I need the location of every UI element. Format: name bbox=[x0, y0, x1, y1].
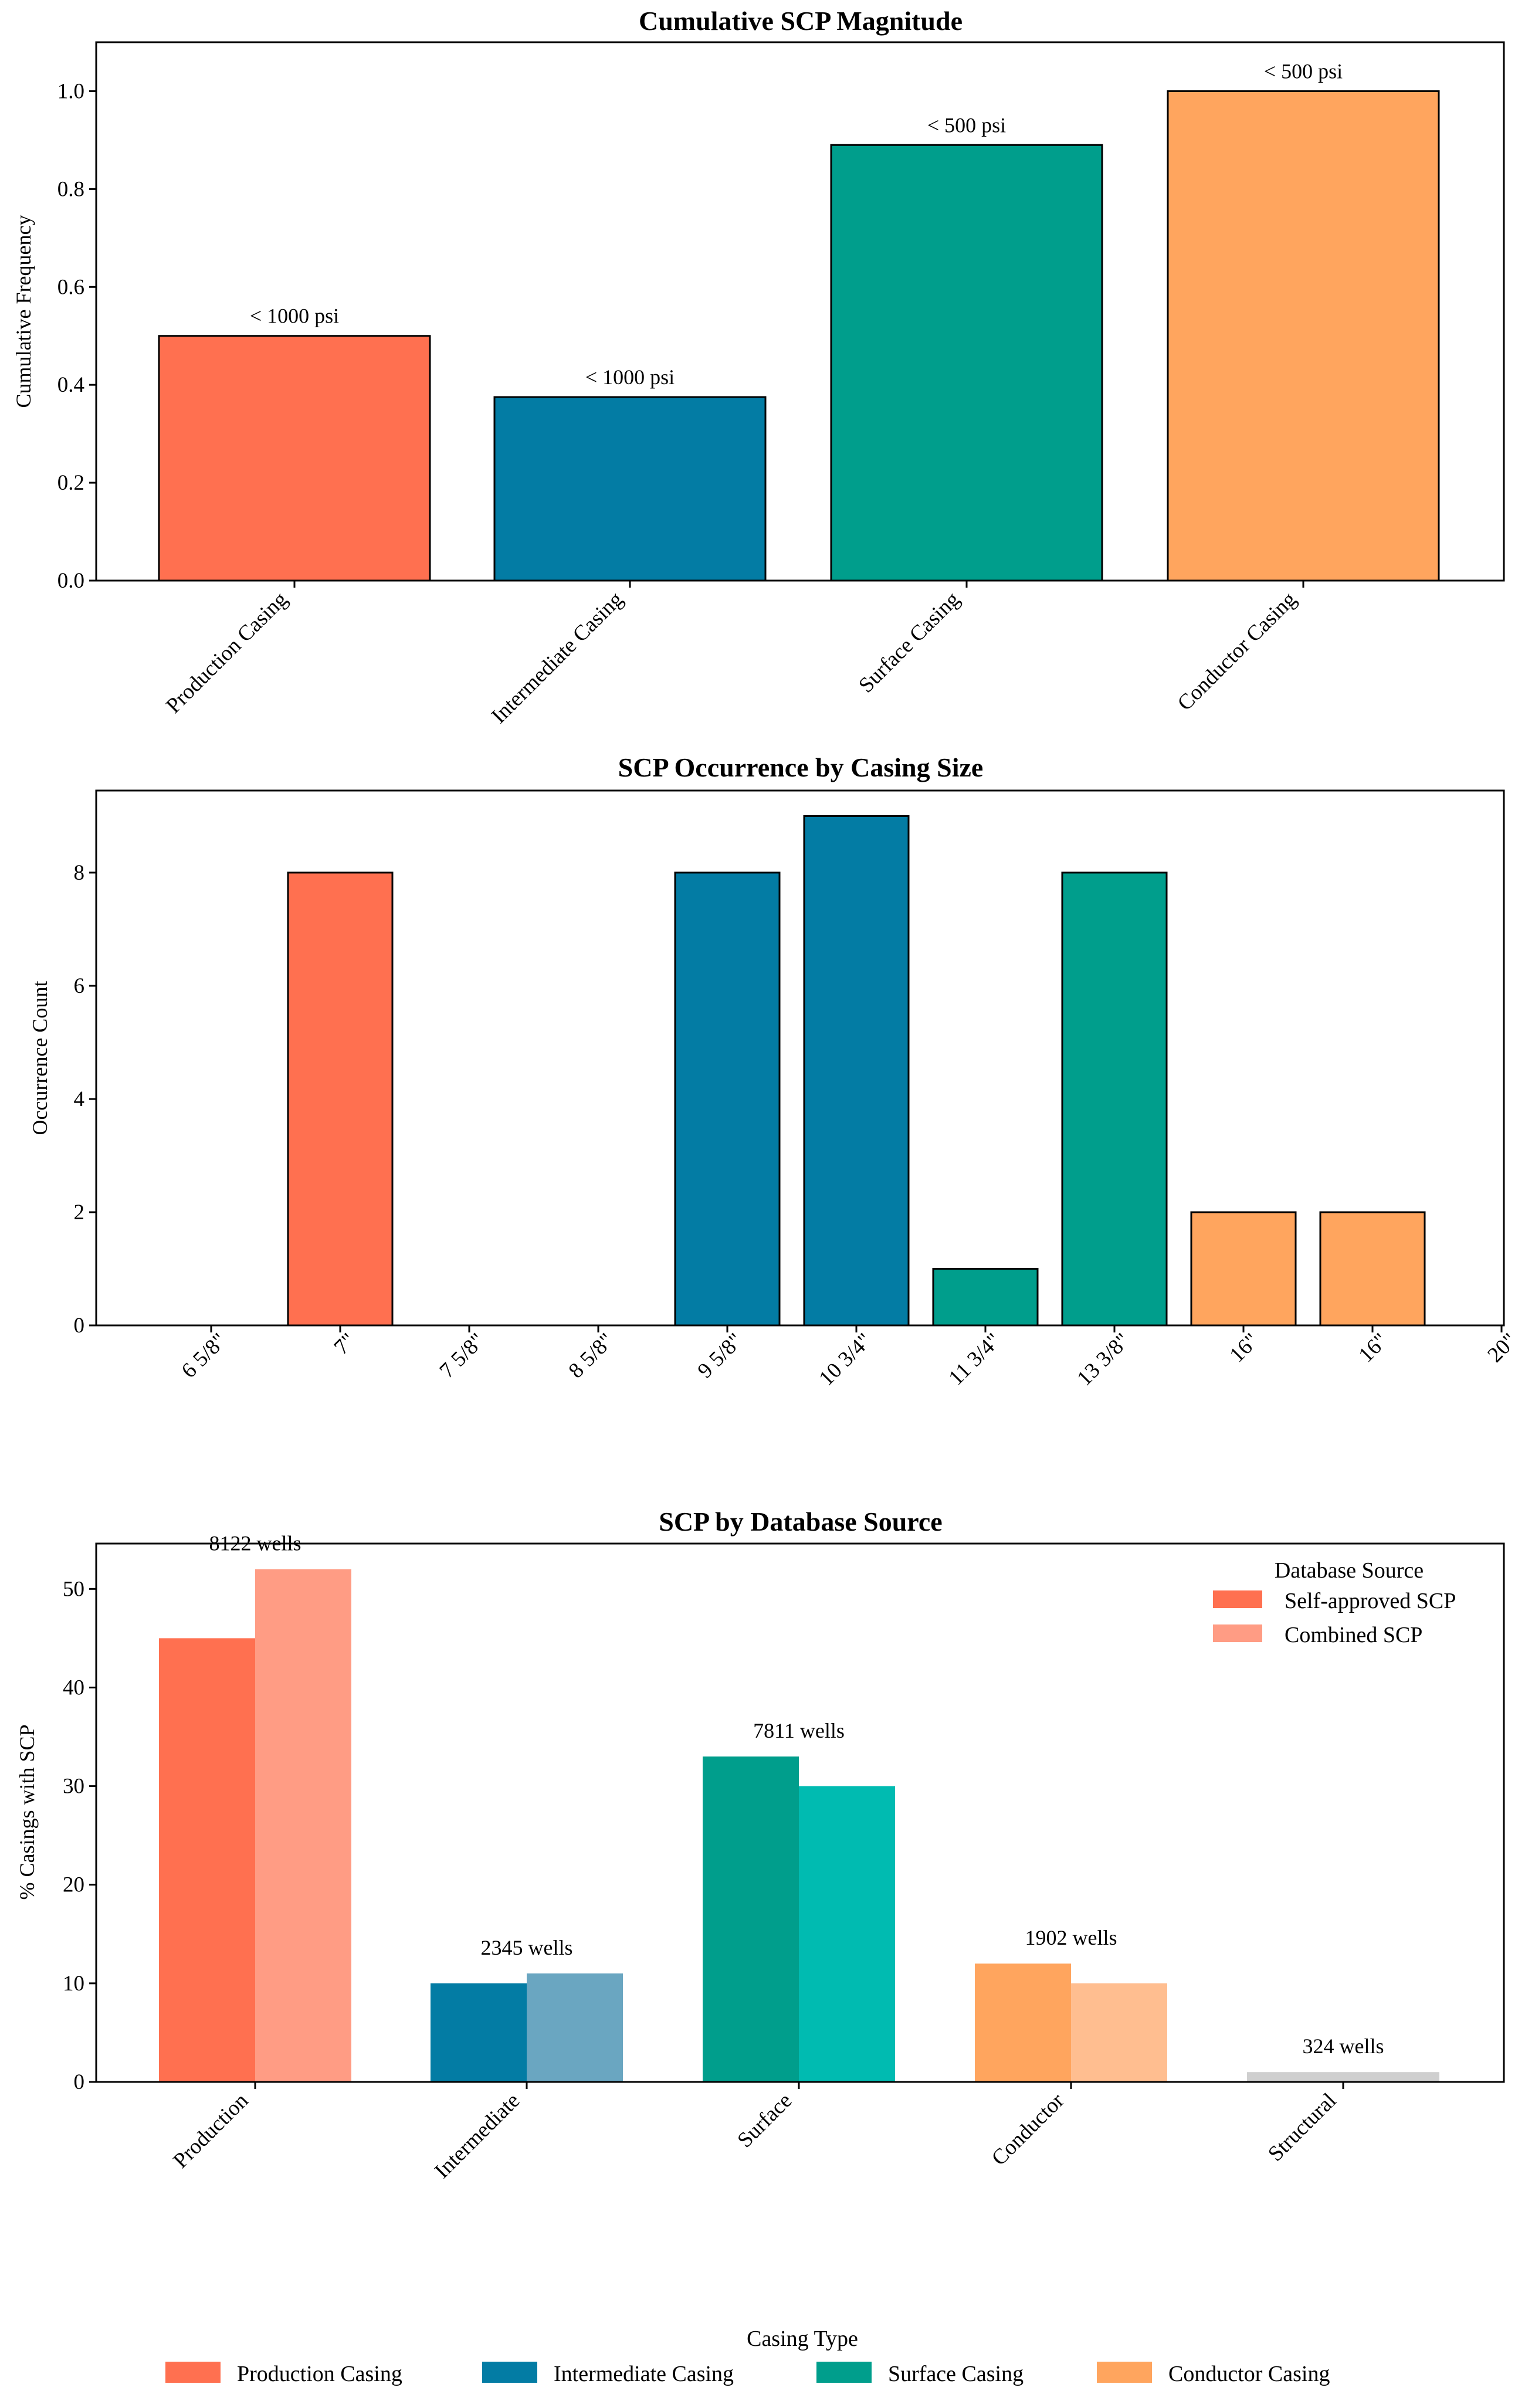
x-tick-label-size-1: 7" bbox=[330, 1328, 361, 1359]
bar-self-approved-surface bbox=[703, 1756, 799, 2082]
bar-combined-surface bbox=[799, 1786, 895, 2082]
bar-size-4 bbox=[674, 871, 781, 1327]
legend-label-self-approved: Self-approved SCP bbox=[1285, 1589, 1456, 1613]
bar-size-8 bbox=[1190, 1211, 1297, 1327]
chart-3-y-tick-label: 40 bbox=[63, 1676, 84, 1700]
x-tick-label-size-5: 10 3/4" bbox=[815, 1328, 877, 1390]
chart-1-y-tick-label: 0.8 bbox=[57, 177, 84, 201]
bar-combined-intermediate bbox=[527, 1973, 623, 2082]
well-count-conductor: 1902 wells bbox=[1025, 1926, 1117, 1949]
bar-label-surface-casing: < 500 psi bbox=[927, 113, 1006, 137]
x-tick-label-conductor-casing: Conductor Casing bbox=[1173, 587, 1302, 715]
legend-swatch-combined bbox=[1213, 1624, 1262, 1642]
bar-label-intermediate-casing: < 1000 psi bbox=[585, 365, 675, 389]
database-source-legend: Database Source Self-approved SCP Combin… bbox=[1213, 1558, 1456, 1647]
cumulative-scp-chart: Cumulative SCP Magnitude 0.0 0.2 0.4 0.6 0.8… bbox=[12, 6, 1505, 728]
legend-swatch-conductor bbox=[1097, 2362, 1152, 2383]
chart-1-y-tick-label: 0.6 bbox=[57, 275, 84, 299]
chart-3-y-tick-label: 10 bbox=[63, 1972, 84, 1996]
bar-self-approved-production bbox=[159, 1638, 255, 2082]
chart-2-y-tick-label: 2 bbox=[74, 1200, 85, 1225]
chart-2-y-tick-label: 0 bbox=[74, 1314, 85, 1338]
x-tick-label-size-3: 8 5/8" bbox=[564, 1328, 619, 1383]
x-tick-label-surface: Surface bbox=[733, 2088, 797, 2152]
legend-swatch-surface bbox=[816, 2362, 872, 2383]
chart-1-y-tick-label: 0.0 bbox=[57, 569, 84, 593]
x-tick-label-size-8: 16" bbox=[1225, 1328, 1264, 1367]
bar-size-7 bbox=[1061, 871, 1168, 1327]
chart-1-y-tick-label: 1.0 bbox=[57, 79, 84, 103]
chart-2-plot-area: 0 2 4 6 8 6 5/8" 7" 7 5/8" 8 5/8" 9 5/8" 10 3/4" 11… bbox=[74, 815, 1522, 1390]
casing-type-legend: Casing Type Production Casing Intermedia… bbox=[165, 2326, 1330, 2386]
x-tick-label-conductor: Conductor bbox=[987, 2088, 1069, 2170]
bar-combined-structural bbox=[1343, 2072, 1439, 2082]
bar-size-5 bbox=[803, 815, 910, 1327]
chart-1-title: Cumulative SCP Magnitude bbox=[639, 6, 963, 36]
bar-self-approved-conductor bbox=[975, 1963, 1071, 2082]
chart-1-y-tick-label: 0.2 bbox=[57, 471, 84, 495]
chart-3-frame bbox=[95, 1542, 1505, 2083]
well-count-surface: 7811 wells bbox=[753, 1719, 845, 1742]
x-tick-label-size-6: 11 3/4" bbox=[944, 1328, 1006, 1390]
x-tick-label-size-9: 16" bbox=[1354, 1328, 1393, 1367]
legend-label-production: Production Casing bbox=[237, 2362, 402, 2386]
x-tick-label-structural: Structural bbox=[1263, 2088, 1341, 2166]
chart-3-y-tick-label: 0 bbox=[74, 2070, 85, 2094]
legend-swatch-intermediate bbox=[482, 2362, 537, 2383]
x-tick-label-size-0: 6 5/8" bbox=[177, 1328, 232, 1383]
x-tick-label-intermediate-casing: Intermediate Casing bbox=[487, 587, 628, 728]
bar-size-9 bbox=[1319, 1211, 1426, 1327]
bar-self-approved-structural bbox=[1247, 2072, 1343, 2082]
bar-intermediate-casing bbox=[493, 396, 767, 582]
x-tick-label-production: Production bbox=[169, 2088, 253, 2173]
chart-1-frame bbox=[95, 41, 1505, 582]
chart-1-y-tick-label: 0.4 bbox=[57, 373, 84, 397]
bar-label-conductor-casing: < 500 psi bbox=[1264, 59, 1343, 83]
database-legend-title: Database Source bbox=[1275, 1558, 1424, 1583]
x-tick-label-size-7: 13 3/8" bbox=[1073, 1328, 1135, 1390]
bar-size-1 bbox=[287, 871, 394, 1327]
chart-2-y-axis-label: Occurrence Count bbox=[28, 981, 52, 1135]
x-tick-label-production-casing: Production Casing bbox=[161, 587, 292, 718]
well-count-intermediate: 2345 wells bbox=[481, 1936, 573, 1959]
bar-combined-conductor bbox=[1071, 1983, 1167, 2082]
bar-label-production-casing: < 1000 psi bbox=[250, 304, 339, 328]
chart-3-y-tick-label: 20 bbox=[63, 1873, 84, 1897]
chart-3-title: SCP by Database Source bbox=[659, 1507, 942, 1537]
x-tick-label-intermediate: Intermediate bbox=[430, 2088, 524, 2183]
chart-1-y-axis-label: Cumulative Frequency bbox=[12, 215, 35, 408]
legend-swatch-production bbox=[165, 2362, 221, 2383]
chart-3-y-tick-label: 30 bbox=[63, 1775, 84, 1799]
bar-self-approved-intermediate bbox=[431, 1983, 527, 2082]
chart-2-frame bbox=[95, 789, 1505, 1327]
bar-surface-casing bbox=[830, 144, 1103, 582]
bar-conductor-casing bbox=[1167, 90, 1440, 582]
chart-2-y-tick-label: 6 bbox=[74, 974, 85, 998]
chart-3-y-axis-label: % Casings with SCP bbox=[15, 1724, 39, 1900]
chart-2-y-tick-label: 4 bbox=[74, 1087, 85, 1111]
bar-production-casing bbox=[158, 335, 431, 582]
legend-label-conductor: Conductor Casing bbox=[1168, 2362, 1330, 2386]
bar-size-6 bbox=[932, 1267, 1039, 1327]
legend-swatch-self-approved bbox=[1213, 1590, 1262, 1608]
x-tick-label-size-2: 7 5/8" bbox=[435, 1328, 490, 1383]
casing-type-legend-title: Casing Type bbox=[747, 2326, 858, 2351]
chart-1-plot-area: 0.0 0.2 0.4 0.6 0.8 1.0 < 1000 psi Production C… bbox=[57, 59, 1440, 728]
legend-label-surface: Surface Casing bbox=[888, 2362, 1024, 2386]
x-tick-label-size-4: 9 5/8" bbox=[693, 1328, 748, 1383]
chart-2-title: SCP Occurrence by Casing Size bbox=[618, 752, 984, 782]
chart-3-y-tick-label: 50 bbox=[63, 1577, 84, 1601]
legend-label-intermediate: Intermediate Casing bbox=[554, 2362, 734, 2386]
x-tick-label-size-10: 20" bbox=[1483, 1328, 1522, 1367]
legend-label-combined: Combined SCP bbox=[1285, 1623, 1422, 1647]
chart-2-y-tick-label: 8 bbox=[74, 861, 85, 885]
well-count-structural: 324 wells bbox=[1303, 2034, 1384, 2058]
x-tick-label-surface-casing: Surface Casing bbox=[854, 587, 964, 697]
scp-occurrence-chart: SCP Occurrence by Casing Size 0 2 4 6 8 6 5/8… bbox=[28, 752, 1521, 1390]
bar-combined-production bbox=[255, 1569, 351, 2082]
